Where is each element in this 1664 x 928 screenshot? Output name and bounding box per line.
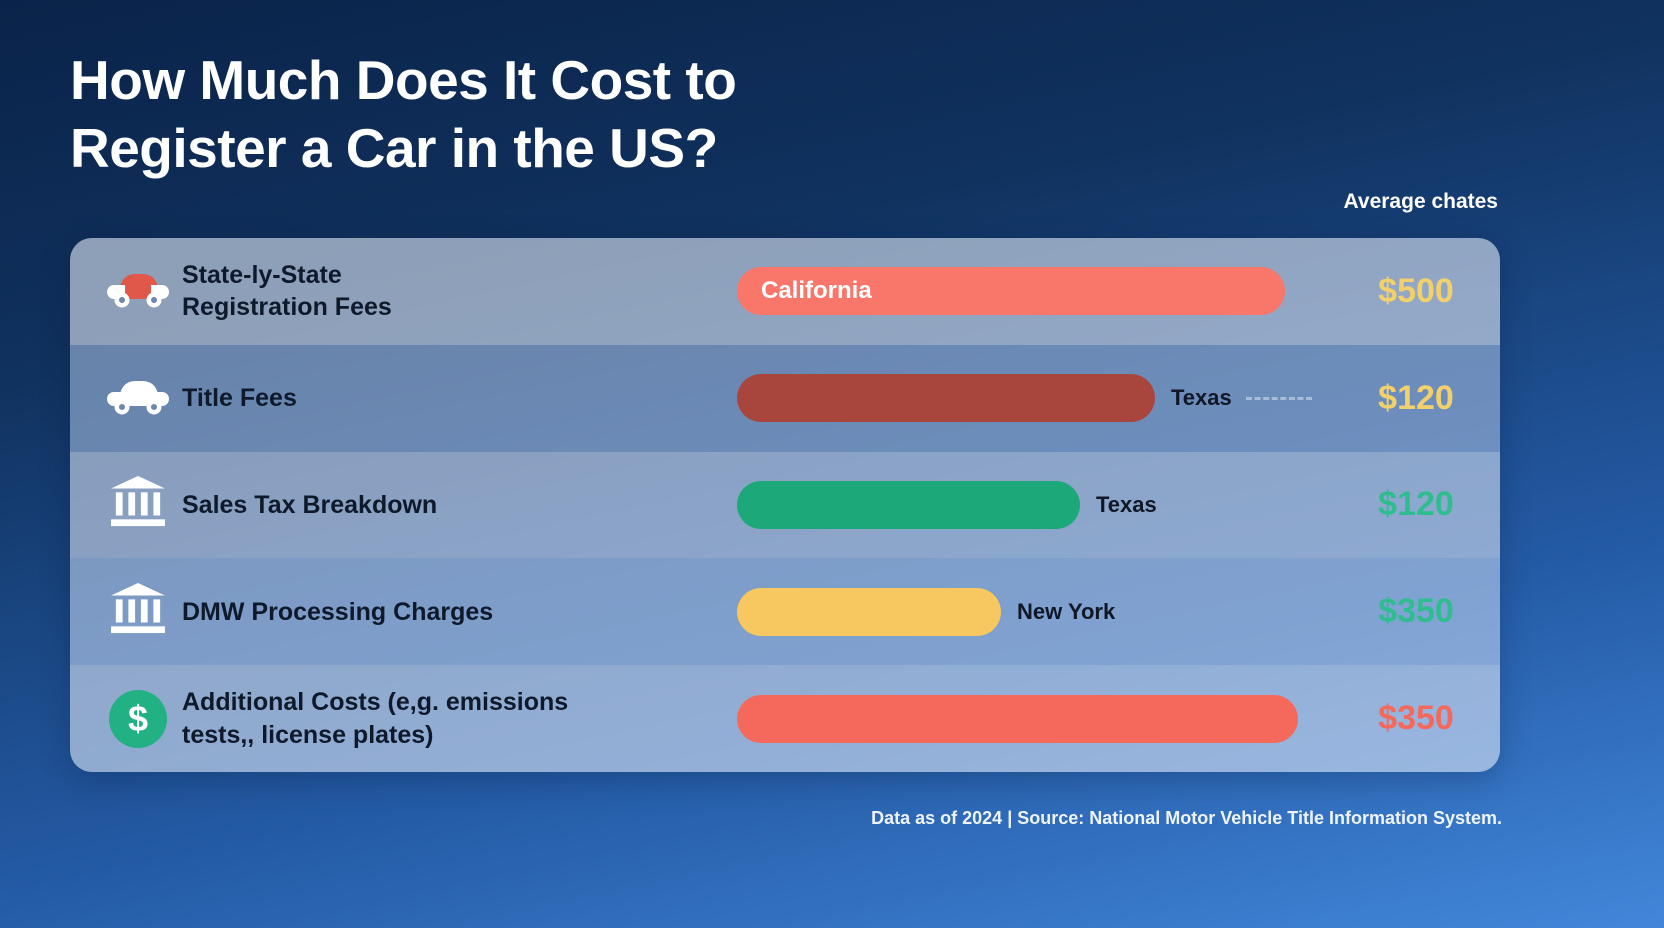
row-value: $120 [1378, 485, 1454, 524]
fee-row-additional-costs: $ Additional Costs (e,g. emissions tests… [70, 665, 1500, 772]
car-red-icon [105, 267, 171, 316]
dollar-icon: $ [109, 689, 167, 748]
dotted-connector [1245, 396, 1312, 400]
bar-cell: California [727, 267, 1332, 316]
source-note: Data as of 2024 | Source: National Motor… [871, 808, 1502, 828]
row-icon-cell [94, 267, 182, 316]
bar-cell [727, 694, 1332, 743]
row-icon-cell [94, 583, 182, 640]
row-value: $500 [1378, 271, 1454, 310]
bar-cell: Texas [727, 480, 1332, 529]
bar-state-label: California [761, 277, 872, 305]
row-value: $120 [1378, 378, 1454, 417]
row-label: DMW Processing Charges [182, 597, 494, 626]
fee-bar: California [737, 267, 1285, 316]
bank-icon [109, 583, 167, 640]
row-label: Title Fees [182, 383, 297, 412]
row-label: Sales Tax Breakdown [182, 490, 438, 519]
bank-icon [109, 476, 167, 533]
state-label: New York [1017, 598, 1116, 624]
page-title: How Much Does It Cost to Register a Car … [70, 46, 737, 182]
state-label: Texas [1096, 491, 1157, 517]
row-icon-cell [94, 476, 182, 533]
state-label: Texas [1171, 385, 1232, 411]
bar-cell: New York [727, 587, 1332, 636]
fees-panel: State-ly-State Registration Fees Califor… [70, 238, 1500, 772]
page-title-line-1: How Much Does It Cost to [70, 49, 737, 111]
row-value: $350 [1378, 592, 1454, 631]
fee-row-sales-tax: Sales Tax Breakdown Texas $120 [70, 451, 1500, 559]
fee-row-registration: State-ly-State Registration Fees Califor… [70, 238, 1500, 345]
fee-bar [737, 587, 1001, 636]
row-label: Additional Costs (e,g. emissions tests,,… [182, 688, 569, 749]
fee-row-title-fees: Title Fees Texas $120 [70, 344, 1500, 452]
fee-row-dmv-processing: DMW Processing Charges New York $350 [70, 558, 1500, 666]
row-icon-cell [94, 374, 182, 423]
fee-bar [737, 374, 1155, 423]
row-label: State-ly-State Registration Fees [182, 260, 392, 322]
fee-bar [737, 694, 1298, 743]
page-title-line-2: Register a Car in the US? [70, 117, 718, 180]
car-icon [105, 374, 171, 423]
row-value: $350 [1378, 699, 1454, 738]
average-charges-label: Average chates [1343, 190, 1498, 213]
bar-cell: Texas [727, 374, 1332, 423]
fee-bar [737, 480, 1080, 529]
row-icon-cell: $ [94, 689, 182, 748]
